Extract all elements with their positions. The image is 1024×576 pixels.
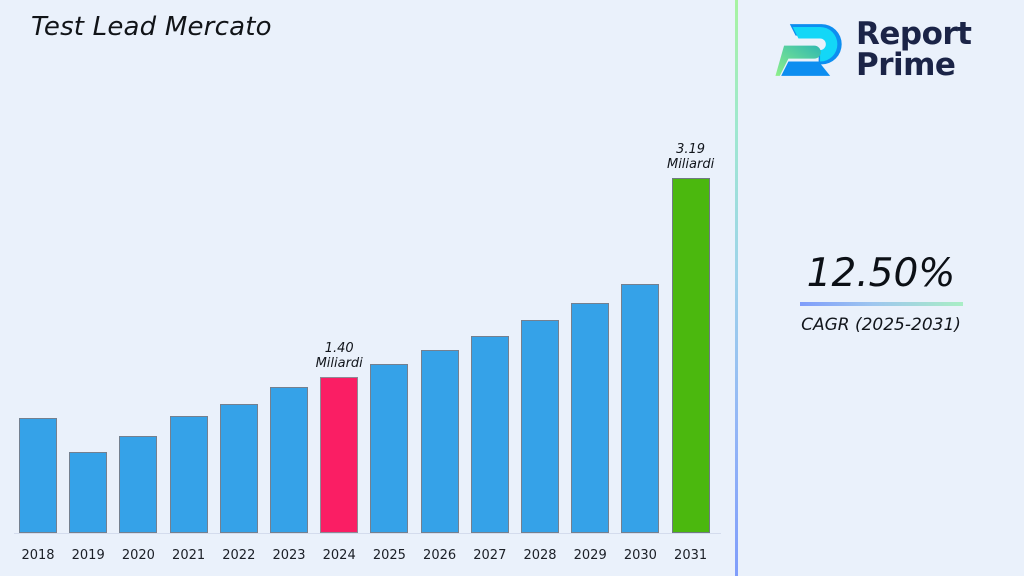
bar-value-unit: Miliardi (666, 157, 715, 172)
bar-2021[interactable] (169, 416, 208, 533)
report-prime-logo-icon (775, 24, 842, 76)
cagr-value: 12.50% (806, 251, 956, 296)
panel-divider (735, 0, 738, 576)
x-axis-tick-2025: 2025 (372, 548, 406, 563)
x-axis-tick-2018: 2018 (21, 548, 55, 563)
bar-value-number: 1.40 (324, 341, 354, 356)
bar-2024[interactable] (320, 377, 359, 533)
brand-name: Report Prime (856, 19, 972, 81)
x-axis-tick-2024: 2024 (322, 548, 356, 563)
x-axis-tick-2029: 2029 (573, 548, 607, 563)
bar-2026[interactable] (420, 350, 459, 533)
bar-value-number: 3.19 (676, 142, 706, 157)
bar-value-label-2031: 3.19 Miliardi (667, 142, 714, 172)
bar-2020[interactable] (119, 436, 158, 533)
bar-value-unit: Miliardi (315, 356, 363, 371)
bar-2018[interactable] (19, 418, 57, 533)
cagr-block: 12.50% CAGR (2025-2031) (738, 252, 1024, 335)
x-axis-line (14, 533, 721, 534)
bar-2031[interactable] (671, 178, 710, 533)
side-panel: Report Prime 12.50% CAGR (2025-2031) (738, 0, 1024, 576)
brand-name-line1: Report (856, 16, 972, 52)
cagr-caption: CAGR (2025-2031) (801, 315, 961, 335)
bar-2030[interactable] (621, 284, 660, 533)
x-axis-tick-2031: 2031 (674, 548, 708, 563)
chart-panel: Test Lead Mercato 2018 2019 2020 2021 2022 20… (14, 12, 721, 563)
bar-2028[interactable] (521, 320, 559, 533)
bar-value-label-2024: 1.40 Miliardi (316, 341, 363, 371)
page-title: Test Lead Mercato (31, 12, 272, 42)
bar-chart-plot-area: 2018 2019 2020 2021 2022 2023 1.40 Miliardi 2024… (14, 142, 721, 563)
x-axis-tick-2022: 2022 (222, 548, 256, 563)
x-axis-tick-2023: 2023 (272, 548, 306, 563)
x-axis-tick-2030: 2030 (623, 548, 657, 563)
cagr-divider-rule (799, 302, 963, 306)
x-axis-tick-2028: 2028 (523, 548, 557, 563)
bar-2022[interactable] (219, 404, 258, 533)
x-axis-tick-2027: 2027 (473, 548, 507, 563)
bar-2027[interactable] (470, 336, 509, 533)
bar-2025[interactable] (370, 364, 409, 533)
x-axis-tick-2019: 2019 (71, 548, 105, 563)
x-axis-tick-2020: 2020 (121, 548, 155, 563)
bar-2023[interactable] (270, 387, 308, 533)
brand-name-line2: Prime (856, 47, 956, 83)
x-axis-tick-2026: 2026 (423, 548, 457, 563)
brand-lockup: Report Prime (774, 14, 972, 86)
bar-2029[interactable] (571, 303, 610, 533)
x-axis-tick-2021: 2021 (172, 548, 206, 563)
bar-2019[interactable] (69, 452, 108, 533)
